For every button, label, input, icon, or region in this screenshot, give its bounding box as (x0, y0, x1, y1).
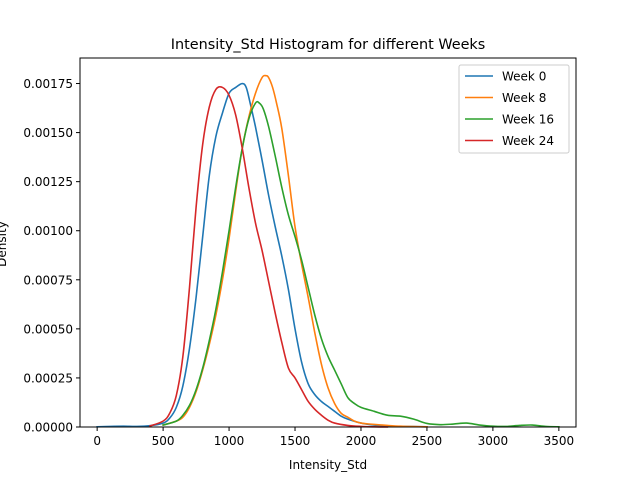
chart-title: Intensity_Std Histogram for different We… (171, 37, 486, 53)
series-line-week-8 (162, 74, 428, 428)
x-tick-label: 1500 (280, 434, 311, 448)
series-line-week-0 (96, 82, 428, 428)
y-tick-label: 0.00125 (23, 175, 73, 189)
x-tick-label: 3000 (478, 434, 509, 448)
legend-label: Week 16 (502, 113, 554, 127)
x-tick-label: 2500 (412, 434, 443, 448)
series-lines (96, 74, 560, 428)
y-axis-label: Density (0, 221, 9, 267)
x-tick-label: 1000 (214, 434, 245, 448)
y-tick-label: 0.00050 (23, 322, 73, 336)
legend-label: Week 0 (502, 70, 546, 84)
y-tick-label: 0.00175 (23, 77, 73, 91)
legend: Week 0 Week 8 Week 16 Week 24 (458, 64, 570, 154)
plot-frame (79, 57, 577, 428)
x-axis-ticks: 0 500 1000 1500 2000 2500 3000 3500 (93, 427, 574, 448)
legend-label: Week 8 (502, 91, 546, 105)
series-line-week-24 (148, 85, 389, 428)
x-axis-label: Intensity_Std (289, 458, 367, 472)
x-tick-label: 500 (152, 434, 175, 448)
y-tick-label: 0.00150 (23, 126, 73, 140)
y-tick-label: 0.00075 (23, 273, 73, 287)
legend-label: Week 24 (502, 134, 554, 148)
y-tick-label: 0.00000 (23, 421, 73, 435)
series-line-week-16 (162, 100, 560, 428)
y-axis-ticks: 0.00000 0.00025 0.00050 0.00075 0.00100 0.001… (23, 77, 80, 435)
x-tick-label: 0 (93, 434, 101, 448)
y-tick-label: 0.00100 (23, 224, 73, 238)
x-tick-label: 2000 (346, 434, 377, 448)
x-tick-label: 3500 (544, 434, 575, 448)
y-tick-label: 0.00025 (23, 371, 73, 385)
legend-box (458, 64, 570, 154)
